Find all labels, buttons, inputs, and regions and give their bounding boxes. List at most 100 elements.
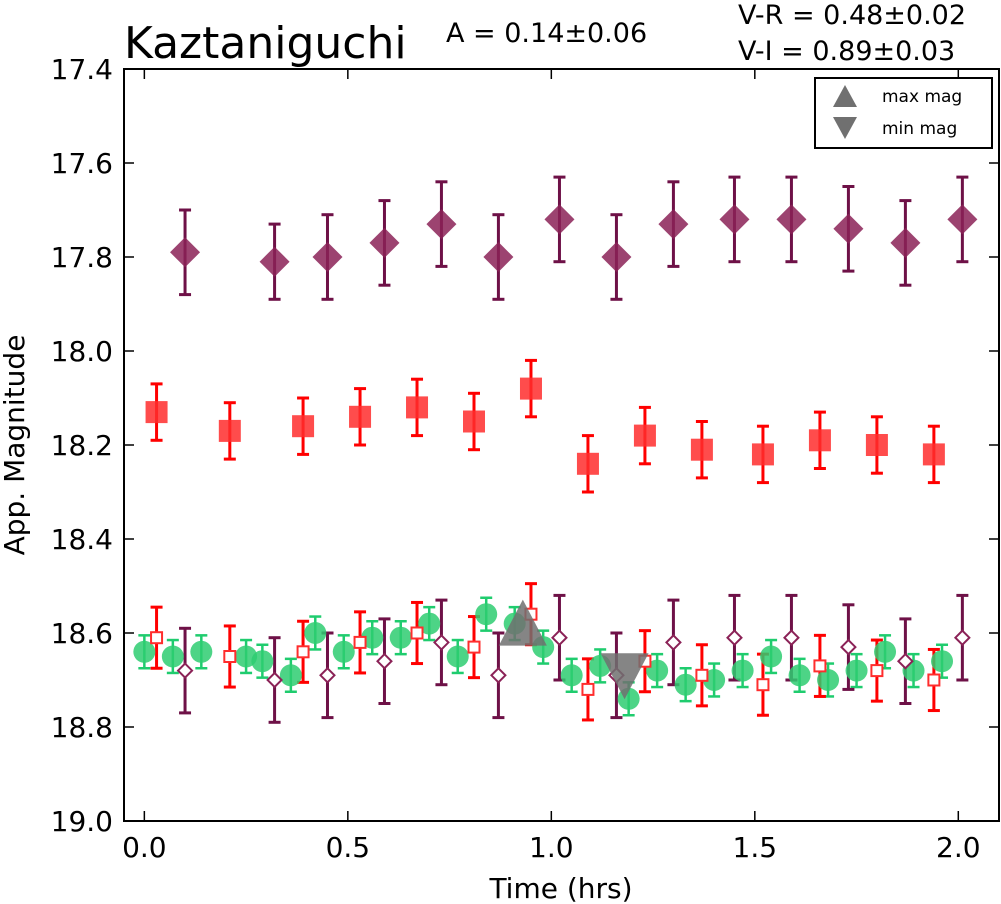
series-filled-circle-point [361, 626, 384, 649]
series-filled-circle-point [874, 640, 897, 663]
series-filled-circle-point [133, 640, 156, 663]
y-tick-label: 18.6 [51, 617, 113, 650]
series-filled-diamond-point [426, 209, 457, 240]
series-filled-square-point [865, 434, 888, 456]
series-filled-circle-point [674, 673, 697, 696]
y-tick-label: 18.2 [51, 429, 113, 462]
series-filled-circle-point [760, 645, 783, 668]
series-filled-circle-point [703, 669, 726, 691]
series-open-diamond-point [726, 629, 743, 647]
min-mag-marker [600, 653, 649, 700]
series-filled-circle-point [389, 626, 412, 649]
series-filled-square-point [406, 396, 429, 419]
series-filled-diamond-point [369, 227, 400, 258]
x-tick-label: 1.0 [529, 831, 574, 864]
series-filled-diamond-point [890, 227, 921, 258]
y-tick-label: 19.0 [51, 805, 113, 838]
series-filled-circle-point [446, 645, 469, 668]
series-open-square-point [813, 659, 827, 673]
series-filled-circle-point [931, 650, 954, 673]
series-filled-diamond-point [544, 204, 575, 235]
series-open-diamond-point [376, 652, 393, 670]
series-filled-square-point [922, 443, 945, 466]
series-filled-circle-point [161, 645, 184, 668]
chart-title: Kaztaniguchi [124, 18, 407, 69]
series-open-diamond-point [433, 633, 450, 651]
series-open-diamond-point [176, 662, 194, 680]
legend-max-mag-marker [833, 85, 857, 107]
series-filled-circle-point [845, 659, 868, 682]
series-filled-diamond-point [719, 204, 750, 235]
y-tick-label: 18.8 [51, 711, 113, 744]
series-filled-square-point [808, 429, 831, 452]
axes: 0.0 0.5 1.0 1.5 2.0 17.4 17.6 17.8 18.0 18.2 18.4 1… [51, 53, 999, 864]
series-filled-diamond-point [170, 237, 201, 268]
series-filled-circle-point [332, 640, 355, 663]
series-filled-square-point [218, 419, 241, 442]
series-open-diamond-point [896, 652, 914, 670]
series-open-square-point [410, 626, 424, 640]
series-open-diamond-point [551, 629, 568, 647]
series-open-square-point [223, 650, 237, 663]
series-filled-diamond-point [776, 204, 807, 235]
series-open-diamond-point [319, 666, 336, 684]
series-open-square-point [581, 682, 595, 696]
series-open-square-point [756, 678, 770, 692]
plot-area [133, 175, 978, 724]
y-tick-label: 18.4 [51, 523, 113, 556]
legend: max mag min mag [814, 77, 993, 149]
series-filled-circle-point [646, 659, 669, 682]
series-filled-diamond-point [483, 242, 514, 272]
series-filled-circle-point [560, 664, 583, 687]
series-filled-circle-point [279, 664, 302, 687]
series-filled-circle-point [418, 612, 441, 635]
series-filled-diamond-point [833, 213, 864, 244]
y-axis-label: App. Magnitude [0, 335, 31, 556]
series-filled-diamond-point [658, 209, 689, 240]
series-filled-square-point [463, 410, 485, 433]
y-tick-label: 17.4 [51, 53, 113, 86]
series-filled-diamond-point [601, 242, 632, 272]
x-tick-label: 0.0 [122, 831, 167, 864]
max-mag-marker [498, 599, 547, 646]
series-filled-circle-point [788, 664, 811, 687]
series-filled-circle-point [304, 622, 327, 644]
color-index-vi: V-I = 0.89±0.03 [738, 36, 955, 67]
series-open-diamond-point [840, 638, 857, 656]
y-tick-label: 17.6 [51, 147, 113, 180]
series-filled-square-point [519, 377, 542, 400]
series-filled-square-point [690, 438, 713, 461]
y-tick-label: 18.0 [51, 335, 113, 368]
series-open-square-point [695, 668, 709, 682]
series-open-diamond-point [953, 629, 971, 647]
color-index-vr: V-R = 0.48±0.02 [738, 0, 966, 31]
series-open-diamond-point [783, 629, 800, 647]
series-open-square-point [150, 631, 164, 645]
legend-max-mag-label: max mag [882, 87, 962, 107]
series-open-square-point [296, 645, 310, 659]
series-filled-diamond-point [312, 242, 343, 272]
series-filled-circle-point [251, 650, 274, 673]
y-tick-label: 17.8 [51, 241, 113, 274]
series-open-square-point [927, 673, 941, 687]
series-filled-square-point [633, 424, 656, 447]
series-filled-circle-point [190, 640, 213, 663]
series-open-diamond-point [665, 633, 682, 651]
series-open-diamond-point [266, 671, 283, 689]
series-open-square-point [467, 640, 481, 654]
x-tick-label: 2.0 [936, 831, 981, 864]
series-open-diamond-point [490, 666, 507, 684]
x-tick-label: 0.5 [326, 831, 371, 864]
amplitude-text: A = 0.14±0.06 [446, 18, 647, 49]
series-filled-square-point [145, 401, 168, 424]
x-axis-label: Time (hrs) [488, 872, 632, 904]
series-filled-square-point [576, 452, 599, 475]
series-filled-square-point [292, 415, 315, 438]
legend-min-mag-label: min mag [882, 119, 957, 139]
series-open-square-point [353, 635, 367, 649]
series-filled-diamond-point [947, 204, 978, 235]
series-filled-diamond-point [259, 246, 290, 277]
series-open-square-point [870, 664, 884, 678]
series-filled-square-point [751, 443, 774, 466]
